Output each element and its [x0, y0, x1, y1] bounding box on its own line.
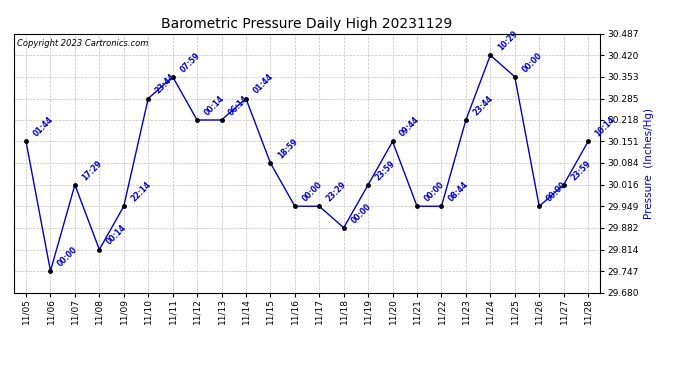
Text: 10:14: 10:14 — [593, 115, 617, 139]
Text: 23:59: 23:59 — [569, 159, 593, 182]
Text: 01:44: 01:44 — [252, 72, 275, 96]
Text: 00:14: 00:14 — [203, 94, 226, 117]
Text: 07:59: 07:59 — [178, 51, 201, 74]
Text: 00:00: 00:00 — [422, 180, 446, 204]
Text: 00:00: 00:00 — [300, 180, 324, 204]
Title: Barometric Pressure Daily High 20231129: Barometric Pressure Daily High 20231129 — [161, 17, 453, 31]
Text: 23:29: 23:29 — [325, 180, 348, 204]
Text: 23:44: 23:44 — [154, 72, 177, 96]
Text: 00:14: 00:14 — [105, 224, 128, 247]
Text: 06:14: 06:14 — [227, 94, 250, 117]
Text: 00:00: 00:00 — [56, 245, 79, 268]
Text: 00:00: 00:00 — [349, 201, 373, 225]
Text: 23:44: 23:44 — [471, 94, 495, 117]
Y-axis label: Pressure  (Inches/Hg): Pressure (Inches/Hg) — [644, 108, 654, 219]
Text: 00:00: 00:00 — [520, 51, 544, 74]
Text: 10:29: 10:29 — [496, 29, 520, 53]
Text: 22:14: 22:14 — [129, 180, 152, 204]
Text: 08:44: 08:44 — [447, 180, 471, 204]
Text: 01:44: 01:44 — [32, 115, 55, 139]
Text: 17:29: 17:29 — [81, 159, 104, 182]
Text: Copyright 2023 Cartronics.com: Copyright 2023 Cartronics.com — [17, 39, 148, 48]
Text: 09:44: 09:44 — [398, 115, 422, 139]
Text: 18:59: 18:59 — [276, 137, 299, 160]
Text: 00:00: 00:00 — [545, 180, 568, 204]
Text: 23:59: 23:59 — [374, 159, 397, 182]
